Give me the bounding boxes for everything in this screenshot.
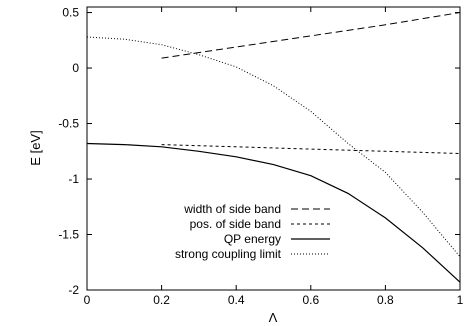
x-tick-label: 0.4 bbox=[228, 293, 245, 307]
y-tick-label: -0.5 bbox=[58, 117, 79, 131]
legend-label: width of side band bbox=[183, 202, 281, 216]
y-tick-label: -1 bbox=[68, 172, 79, 186]
x-axis-label: Λ bbox=[269, 310, 278, 325]
legend-label: QP energy bbox=[224, 232, 281, 246]
legend-label: strong coupling limit bbox=[175, 247, 282, 261]
y-tick-label: 0.5 bbox=[62, 6, 79, 20]
series-lines bbox=[86, 12, 461, 283]
y-tick-label: -1.5 bbox=[58, 228, 79, 242]
y-axis-label: E [eV] bbox=[28, 130, 43, 165]
x-tick-label: 0 bbox=[84, 293, 91, 307]
y-tick-label: 0 bbox=[72, 61, 79, 75]
x-tick-label: 0.6 bbox=[302, 293, 319, 307]
x-tick-label: 0.2 bbox=[153, 293, 170, 307]
x-tick-label: 1 bbox=[457, 293, 464, 307]
x-tick-label: 0.8 bbox=[377, 293, 394, 307]
plot-frame bbox=[86, 6, 461, 291]
axis-ticks: 0 0.2 0.4 0.6 0.8 1 0.5 0 -0.5 -1 -1.5 -2 bbox=[58, 6, 463, 307]
series-line-qp-energy bbox=[86, 142, 461, 283]
series-line-width-of-side-band bbox=[161, 12, 461, 59]
y-tick-label: -2 bbox=[68, 283, 79, 297]
series-line-strong-coupling-limit bbox=[86, 36, 461, 258]
legend-label: pos. of side band bbox=[190, 217, 281, 231]
series-line-pos-of-side-band bbox=[161, 144, 461, 154]
